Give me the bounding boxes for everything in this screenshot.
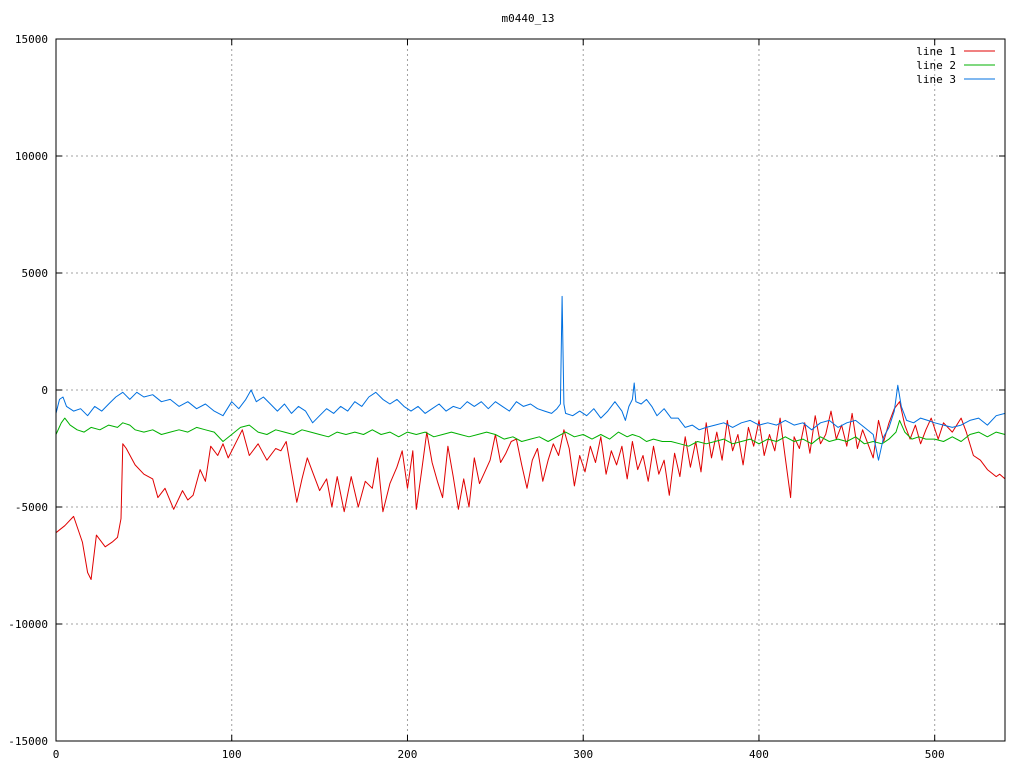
- grid: [56, 39, 1005, 741]
- y-tick-label: -10000: [8, 618, 48, 631]
- x-tick-label: 0: [53, 748, 60, 761]
- x-tick-label: 100: [222, 748, 242, 761]
- y-tick-label: 10000: [15, 150, 48, 163]
- series-line-1: [55, 401, 1006, 580]
- x-tick-label: 300: [573, 748, 593, 761]
- legend-label: line 1: [916, 45, 956, 58]
- x-tick-label: 400: [749, 748, 769, 761]
- series-lines: [55, 295, 1006, 580]
- y-tick-label: 5000: [22, 267, 49, 280]
- y-tick-label: 0: [41, 384, 48, 397]
- series-line-3: [55, 295, 1006, 461]
- legend-label: line 2: [916, 59, 956, 72]
- y-tick-label: 15000: [15, 33, 48, 46]
- x-tick-label: 500: [925, 748, 945, 761]
- y-tick-label: -15000: [8, 735, 48, 748]
- x-tick-label: 200: [398, 748, 418, 761]
- y-tick-label: -5000: [15, 501, 48, 514]
- legend-label: line 3: [916, 73, 956, 86]
- series-line-2: [55, 417, 1006, 447]
- chart-title: m0440_13: [502, 12, 555, 25]
- axes: 0 100 200 300 400 500 -15000 -10000 -5000 0 5000 10…: [8, 33, 1005, 761]
